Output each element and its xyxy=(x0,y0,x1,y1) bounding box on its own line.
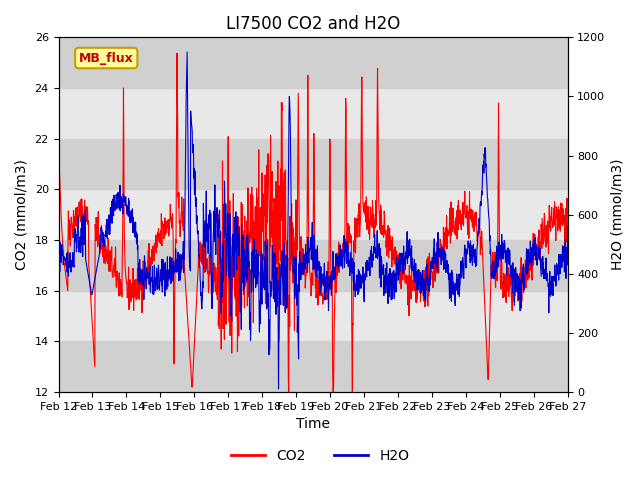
X-axis label: Time: Time xyxy=(296,418,330,432)
Bar xyxy=(58,341,568,392)
Bar xyxy=(58,37,568,88)
Bar xyxy=(58,139,568,190)
Legend: CO2, H2O: CO2, H2O xyxy=(225,443,415,468)
Y-axis label: CO2 (mmol/m3): CO2 (mmol/m3) xyxy=(15,159,29,270)
Bar xyxy=(58,240,568,291)
Title: LI7500 CO2 and H2O: LI7500 CO2 and H2O xyxy=(226,15,400,33)
Text: MB_flux: MB_flux xyxy=(79,51,134,64)
Y-axis label: H2O (mmol/m3): H2O (mmol/m3) xyxy=(611,159,625,270)
